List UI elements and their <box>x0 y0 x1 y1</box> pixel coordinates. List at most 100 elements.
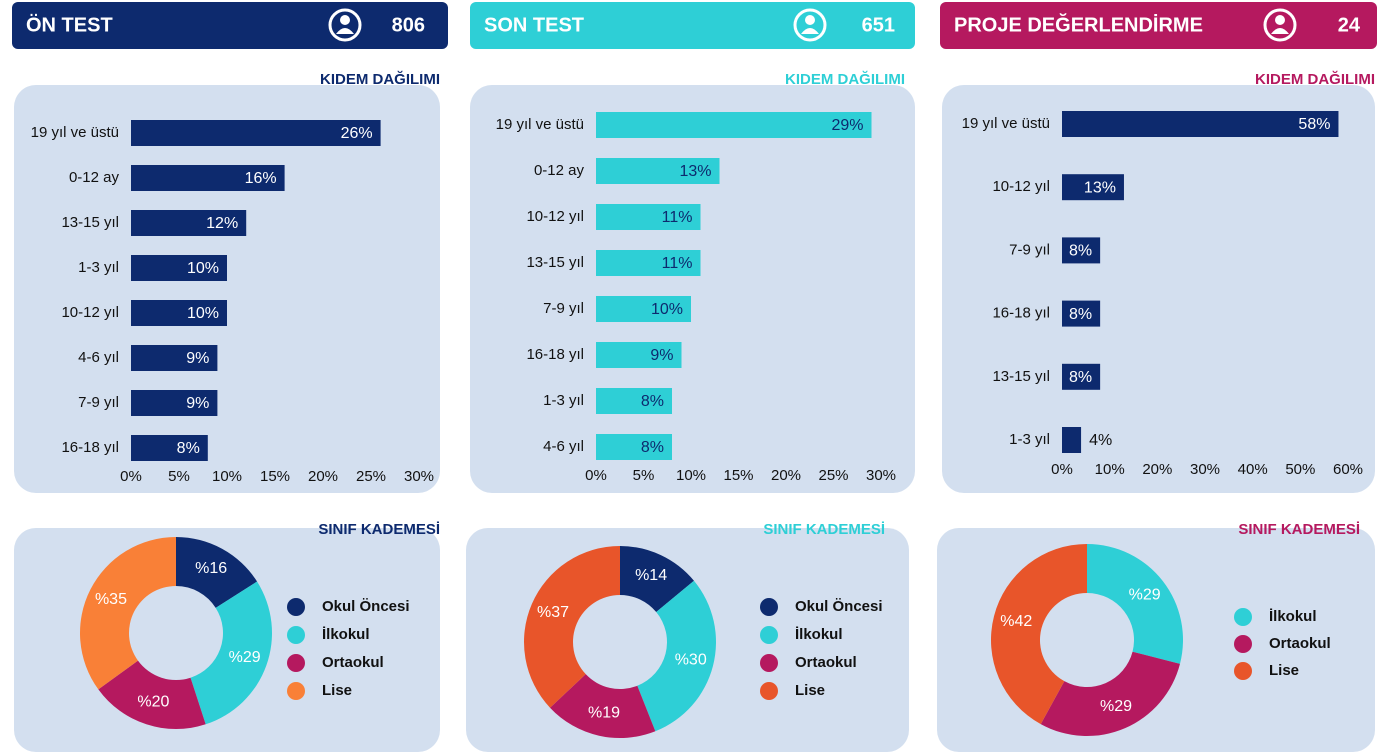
x-tick-label: 5% <box>633 467 655 484</box>
x-tick-label: 25% <box>356 468 386 485</box>
value-label: 8% <box>177 440 200 457</box>
bar <box>596 250 701 276</box>
value-label: 16% <box>245 170 277 187</box>
category-label: 10-12 yıl <box>992 178 1050 195</box>
legend-label: Okul Öncesi <box>795 598 883 615</box>
user-icon-head <box>1275 15 1285 25</box>
value-label: 10% <box>651 301 683 318</box>
category-label: 16-18 yıl <box>61 439 119 456</box>
donut-segment <box>991 544 1087 725</box>
legend-swatch <box>1234 662 1252 680</box>
segment-label: %19 <box>588 704 620 721</box>
category-label: 19 yıl ve üstü <box>31 124 119 141</box>
value-label: 12% <box>206 215 238 232</box>
x-tick-label: 5% <box>168 468 190 485</box>
legend-label: Ortaokul <box>322 654 384 671</box>
panel <box>942 85 1375 493</box>
user-icon-head <box>805 15 815 25</box>
bar <box>131 165 285 191</box>
x-tick-label: 20% <box>308 468 338 485</box>
legend-swatch <box>760 654 778 672</box>
category-label: 0-12 ay <box>69 169 120 186</box>
legend-label: İlkokul <box>795 626 843 643</box>
x-tick-label: 15% <box>260 468 290 485</box>
donut-segment <box>620 546 694 613</box>
x-tick-label: 10% <box>212 468 242 485</box>
category-label: 0-12 ay <box>534 162 585 179</box>
category-label: 7-9 yıl <box>1009 241 1050 258</box>
segment-label: %20 <box>137 694 169 711</box>
x-tick-label: 20% <box>1142 461 1172 478</box>
value-label: 4% <box>1089 432 1112 449</box>
header-count: 24 <box>1338 14 1361 36</box>
user-icon <box>793 8 827 42</box>
bar <box>131 345 218 371</box>
legend-label: Okul Öncesi <box>322 598 410 615</box>
user-icon-head <box>340 15 350 25</box>
segment-label: %29 <box>1100 698 1132 715</box>
value-label: 13% <box>679 163 711 180</box>
category-label: 13-15 yıl <box>992 368 1050 385</box>
value-label: 13% <box>1084 179 1116 196</box>
segment-label: %29 <box>1129 586 1161 603</box>
x-tick-label: 30% <box>1190 461 1220 478</box>
segment-label: %35 <box>95 591 127 608</box>
bar <box>1062 111 1339 137</box>
legend-swatch <box>760 598 778 616</box>
header-count: 651 <box>862 14 895 36</box>
x-tick-label: 30% <box>866 467 896 484</box>
legend-swatch <box>760 626 778 644</box>
value-label: 8% <box>641 439 664 456</box>
category-label: 10-12 yıl <box>61 304 119 321</box>
user-icon-body <box>336 28 354 34</box>
category-label: 1-3 yıl <box>543 392 584 409</box>
panel <box>470 85 915 493</box>
bar <box>131 120 381 146</box>
x-tick-label: 50% <box>1285 461 1315 478</box>
x-tick-label: 20% <box>771 467 801 484</box>
donut-segment <box>637 580 716 732</box>
segment-label: %16 <box>195 560 227 577</box>
bar <box>131 390 218 416</box>
donut-segment <box>98 660 206 730</box>
legend-swatch <box>1234 635 1252 653</box>
category-label: 16-18 yıl <box>992 305 1050 322</box>
bar <box>596 158 720 184</box>
legend-swatch <box>287 682 305 700</box>
bar <box>596 434 672 460</box>
donut-segment <box>524 546 620 708</box>
header-count: 806 <box>392 14 425 36</box>
chart-title: SINIF KADEMESİ <box>318 521 440 538</box>
bar <box>131 435 208 461</box>
segment-label: %14 <box>635 567 667 584</box>
segment-label: %29 <box>229 649 261 666</box>
donut-segment <box>190 581 273 725</box>
x-tick-label: 0% <box>1051 461 1073 478</box>
category-label: 19 yıl ve üstü <box>496 116 584 133</box>
legend-swatch <box>287 626 305 644</box>
x-tick-label: 25% <box>818 467 848 484</box>
bar <box>596 296 691 322</box>
category-label: 10-12 yıl <box>526 208 584 225</box>
bar <box>1062 427 1082 453</box>
legend-label: Ortaokul <box>1269 635 1331 652</box>
bar <box>1062 174 1124 201</box>
header-title: ÖN TEST <box>26 13 113 36</box>
bar <box>1062 237 1101 264</box>
bar <box>596 112 872 138</box>
user-icon-body <box>1271 28 1289 34</box>
legend-label: İlkokul <box>322 626 370 643</box>
chart-title: KIDEM DAĞILIMI <box>785 70 905 88</box>
bar <box>596 342 682 368</box>
donut-segment <box>80 537 176 690</box>
chart-title: SINIF KADEMESİ <box>1238 521 1360 538</box>
donut-segment <box>1040 651 1180 736</box>
category-label: 16-18 yıl <box>526 346 584 363</box>
category-label: 7-9 yıl <box>543 300 584 317</box>
bar <box>596 204 701 230</box>
x-tick-label: 0% <box>120 468 142 485</box>
legend-label: Ortaokul <box>795 654 857 671</box>
legend-swatch <box>760 682 778 700</box>
value-label: 9% <box>186 395 209 412</box>
value-label: 29% <box>831 117 863 134</box>
